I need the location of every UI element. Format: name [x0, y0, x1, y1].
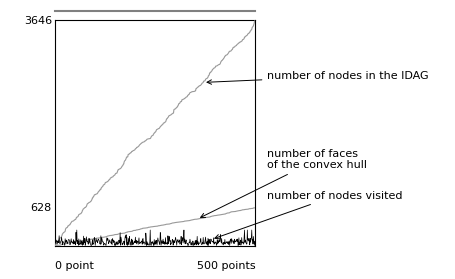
Text: 0 point: 0 point — [55, 261, 93, 271]
Text: number of faces
of the convex hull: number of faces of the convex hull — [200, 149, 367, 217]
Text: number of nodes visited: number of nodes visited — [214, 191, 402, 239]
Text: 500 points: 500 points — [196, 261, 255, 271]
Text: number of nodes in the IDAG: number of nodes in the IDAG — [207, 71, 428, 84]
